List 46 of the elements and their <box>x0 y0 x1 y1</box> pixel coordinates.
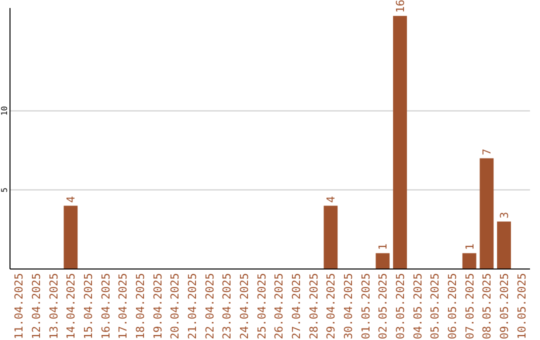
x-tick-label: 25.04.2025 <box>255 273 268 340</box>
data-label: 7 <box>480 148 494 156</box>
data-label: 16 <box>394 0 407 13</box>
x-tick-label: 04.05.2025 <box>411 273 424 340</box>
x-tick-label: 13.04.2025 <box>47 273 60 340</box>
data-label: 4 <box>324 196 338 203</box>
x-tick-label: 03.05.2025 <box>394 273 407 340</box>
y-tick-label: 5 <box>0 187 9 192</box>
bar <box>480 158 494 269</box>
x-tick-label: 10.05.2025 <box>515 273 528 340</box>
x-tick-label: 21.04.2025 <box>186 273 199 340</box>
x-tick-label: 15.04.2025 <box>82 273 95 340</box>
y-tick-label: 10 <box>0 106 9 116</box>
x-tick-label: 11.04.2025 <box>12 273 26 340</box>
x-tick-label: 05.05.2025 <box>428 273 442 340</box>
x-tick-label: 27.04.2025 <box>290 273 303 340</box>
data-label: 1 <box>376 244 390 250</box>
data-label: 1 <box>463 244 476 250</box>
x-tick-label: 22.04.2025 <box>203 273 216 340</box>
bar <box>376 253 390 269</box>
x-tick-label: 29.04.2025 <box>324 273 338 340</box>
x-tick-label: 30.04.2025 <box>342 273 355 340</box>
x-tick-label: 23.04.2025 <box>220 273 234 340</box>
bar <box>497 222 511 269</box>
bar <box>462 253 476 269</box>
bar <box>393 16 407 269</box>
x-tick-label: 24.04.2025 <box>238 273 251 340</box>
x-tick-label: 17.04.2025 <box>116 273 130 340</box>
x-tick-label: 20.04.2025 <box>168 273 182 340</box>
x-tick-label: 18.04.2025 <box>134 273 147 340</box>
x-tick-label: 08.05.2025 <box>480 273 494 340</box>
bar <box>64 206 78 269</box>
x-tick-label: 07.05.2025 <box>463 273 476 340</box>
x-tick-label: 14.04.2025 <box>64 273 78 340</box>
x-tick-label: 01.05.2025 <box>359 273 372 340</box>
data-label: 4 <box>64 196 78 203</box>
data-label: 3 <box>498 212 511 219</box>
x-tick-label: 02.05.2025 <box>376 273 390 340</box>
x-tick-label: 16.04.2025 <box>99 273 112 340</box>
x-tick-label: 12.04.2025 <box>30 273 43 340</box>
bar <box>324 206 338 269</box>
x-tick-label: 28.04.2025 <box>307 273 320 340</box>
x-tick-label: 26.04.2025 <box>272 273 286 340</box>
x-tick-label: 19.04.2025 <box>151 273 164 340</box>
x-tick-label: 09.05.2025 <box>498 273 511 340</box>
x-tick-label: 06.05.2025 <box>446 273 459 340</box>
